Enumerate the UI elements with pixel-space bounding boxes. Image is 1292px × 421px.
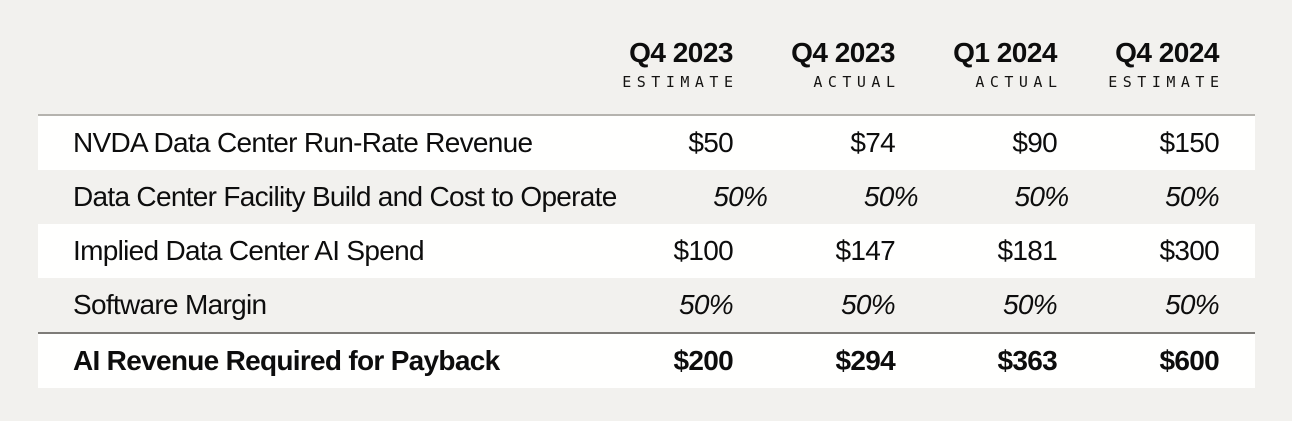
cell-value: 50%: [863, 181, 919, 212]
payback-table: Q4 2023 ESTIMATE Q4 2023 ACTUAL Q1 2024 …: [38, 0, 1255, 388]
column-kind: ESTIMATE: [1108, 73, 1225, 91]
cell-value: $200: [673, 345, 734, 376]
table-row-facility-build-cost: Data Center Facility Build and Cost to O…: [38, 170, 1255, 224]
table-body: NVDA Data Center Run-Rate Revenue $50 $7…: [38, 114, 1255, 388]
column-header-q4-2024-estimate: Q4 2024 ESTIMATE: [1057, 38, 1219, 92]
row-label: AI Revenue Required for Payback: [73, 345, 500, 376]
row-label: Implied Data Center AI Spend: [73, 235, 425, 266]
table-row-implied-ai-spend: Implied Data Center AI Spend $100 $147 $…: [38, 224, 1255, 278]
column-header-q4-2023-estimate: Q4 2023 ESTIMATE: [571, 38, 733, 92]
column-period: Q4 2023: [629, 37, 733, 68]
cell-value: $181: [997, 235, 1058, 266]
table-header: Q4 2023 ESTIMATE Q4 2023 ACTUAL Q1 2024 …: [38, 0, 1255, 114]
cell-value: $294: [835, 345, 896, 376]
column-header-q4-2023-actual: Q4 2023 ACTUAL: [733, 38, 895, 92]
column-period: Q4 2024: [1115, 37, 1219, 68]
cell-value: 50%: [841, 289, 896, 320]
cell-value: $100: [673, 235, 734, 266]
table-row-software-margin: Software Margin 50% 50% 50% 50%: [38, 278, 1255, 332]
cell-value: 50%: [1165, 181, 1220, 212]
cell-value: 50%: [679, 289, 734, 320]
column-header-q1-2024-actual: Q1 2024 ACTUAL: [895, 38, 1057, 92]
column-period: Q4 2023: [791, 37, 895, 68]
cell-value: $150: [1159, 127, 1220, 158]
cell-value: $300: [1159, 235, 1220, 266]
cell-value: 50%: [713, 181, 768, 212]
row-label: NVDA Data Center Run-Rate Revenue: [73, 127, 533, 158]
row-label: Data Center Facility Build and Cost to O…: [73, 181, 617, 212]
cell-value: $147: [835, 235, 896, 266]
column-kind: ESTIMATE: [622, 73, 739, 91]
row-label: Software Margin: [73, 289, 267, 320]
cell-value: $74: [850, 127, 895, 158]
table-row-nvda-run-rate-revenue: NVDA Data Center Run-Rate Revenue $50 $7…: [38, 116, 1255, 170]
column-kind: ACTUAL: [975, 73, 1063, 91]
cell-value: $363: [997, 345, 1058, 376]
cell-value: 50%: [1165, 289, 1220, 320]
cell-value: 50%: [1014, 181, 1069, 212]
table-row-ai-revenue-required: AI Revenue Required for Payback $200 $29…: [38, 332, 1255, 388]
cell-value: 50%: [1003, 289, 1058, 320]
cell-value: $600: [1159, 345, 1220, 376]
column-kind: ACTUAL: [813, 73, 901, 91]
column-period: Q1 2024: [953, 37, 1057, 68]
cell-value: $90: [1012, 127, 1057, 158]
cell-value: $50: [688, 127, 733, 158]
